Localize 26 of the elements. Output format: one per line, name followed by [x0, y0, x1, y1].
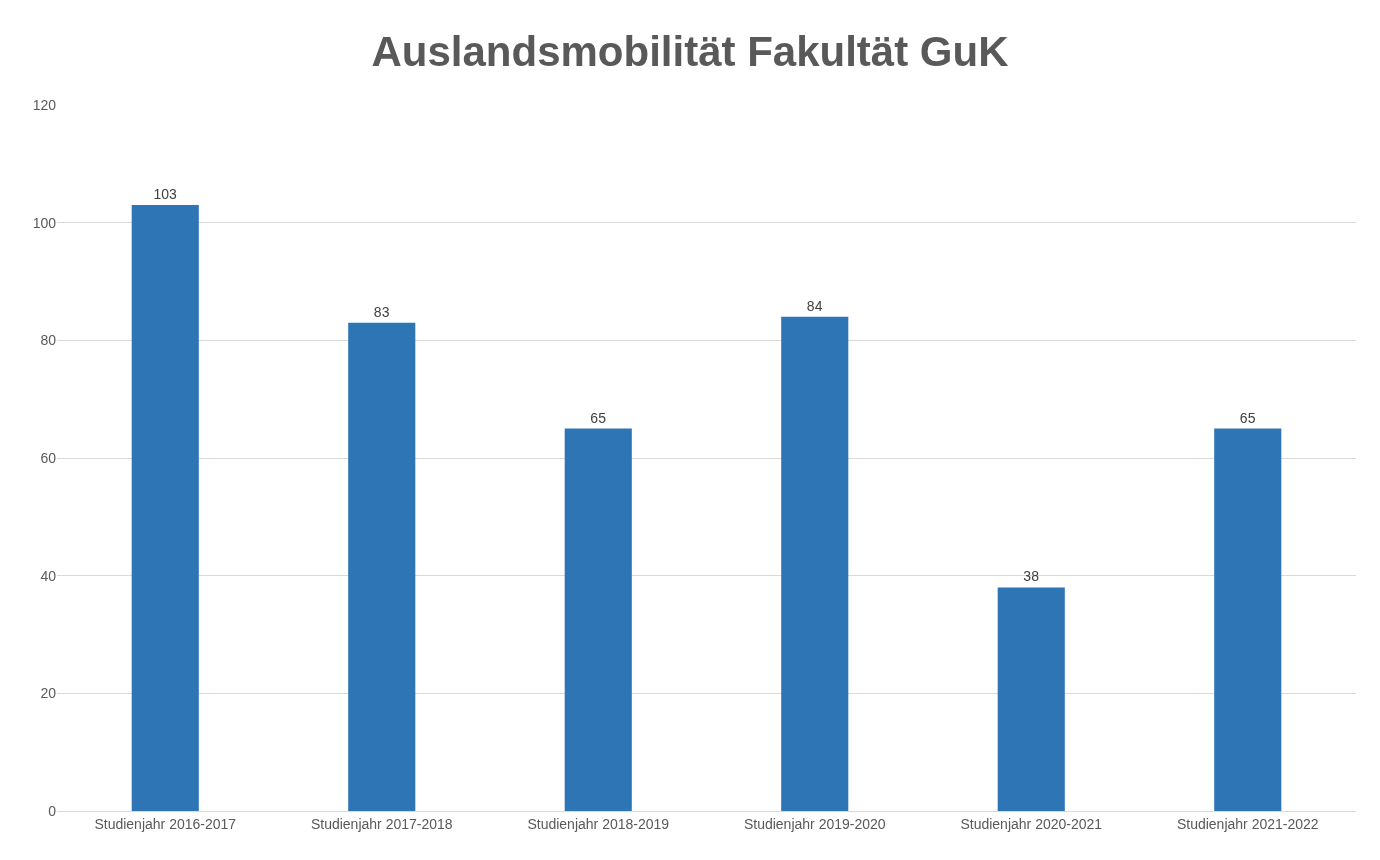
data-label: 103	[153, 186, 178, 203]
y-tick-label: 80	[40, 332, 57, 349]
data-label: 65	[1239, 409, 1256, 426]
bar	[131, 205, 199, 811]
y-tick-label: 40	[40, 567, 57, 584]
chart-title: Auslandsmobilität Fakultät GuK	[371, 28, 1009, 76]
bar	[781, 316, 849, 811]
x-tick-label: Studienjahr 2019-2020	[743, 815, 886, 832]
x-tick-label: Studienjahr 2020-2021	[960, 815, 1103, 832]
data-label: 83	[373, 303, 390, 320]
data-label: 38	[1023, 568, 1040, 585]
x-tick-label: Studienjahr 2021-2022	[1176, 815, 1319, 832]
x-tick-label: Studienjahr 2018-2019	[527, 815, 670, 832]
data-label: 65	[590, 409, 607, 426]
y-tick-label: 0	[48, 802, 57, 819]
data-label: 84	[806, 297, 823, 314]
y-tick-label: 100	[32, 214, 57, 231]
bar	[1214, 428, 1282, 811]
bar	[997, 587, 1065, 811]
y-tick-label: 120	[32, 96, 57, 113]
bar	[348, 322, 416, 811]
x-tick-label: Studienjahr 2016-2017	[94, 815, 237, 832]
bar	[564, 428, 632, 811]
y-tick-label: 60	[40, 449, 57, 466]
y-tick-label: 20	[40, 685, 57, 702]
x-tick-label: Studienjahr 2017-2018	[310, 815, 453, 832]
